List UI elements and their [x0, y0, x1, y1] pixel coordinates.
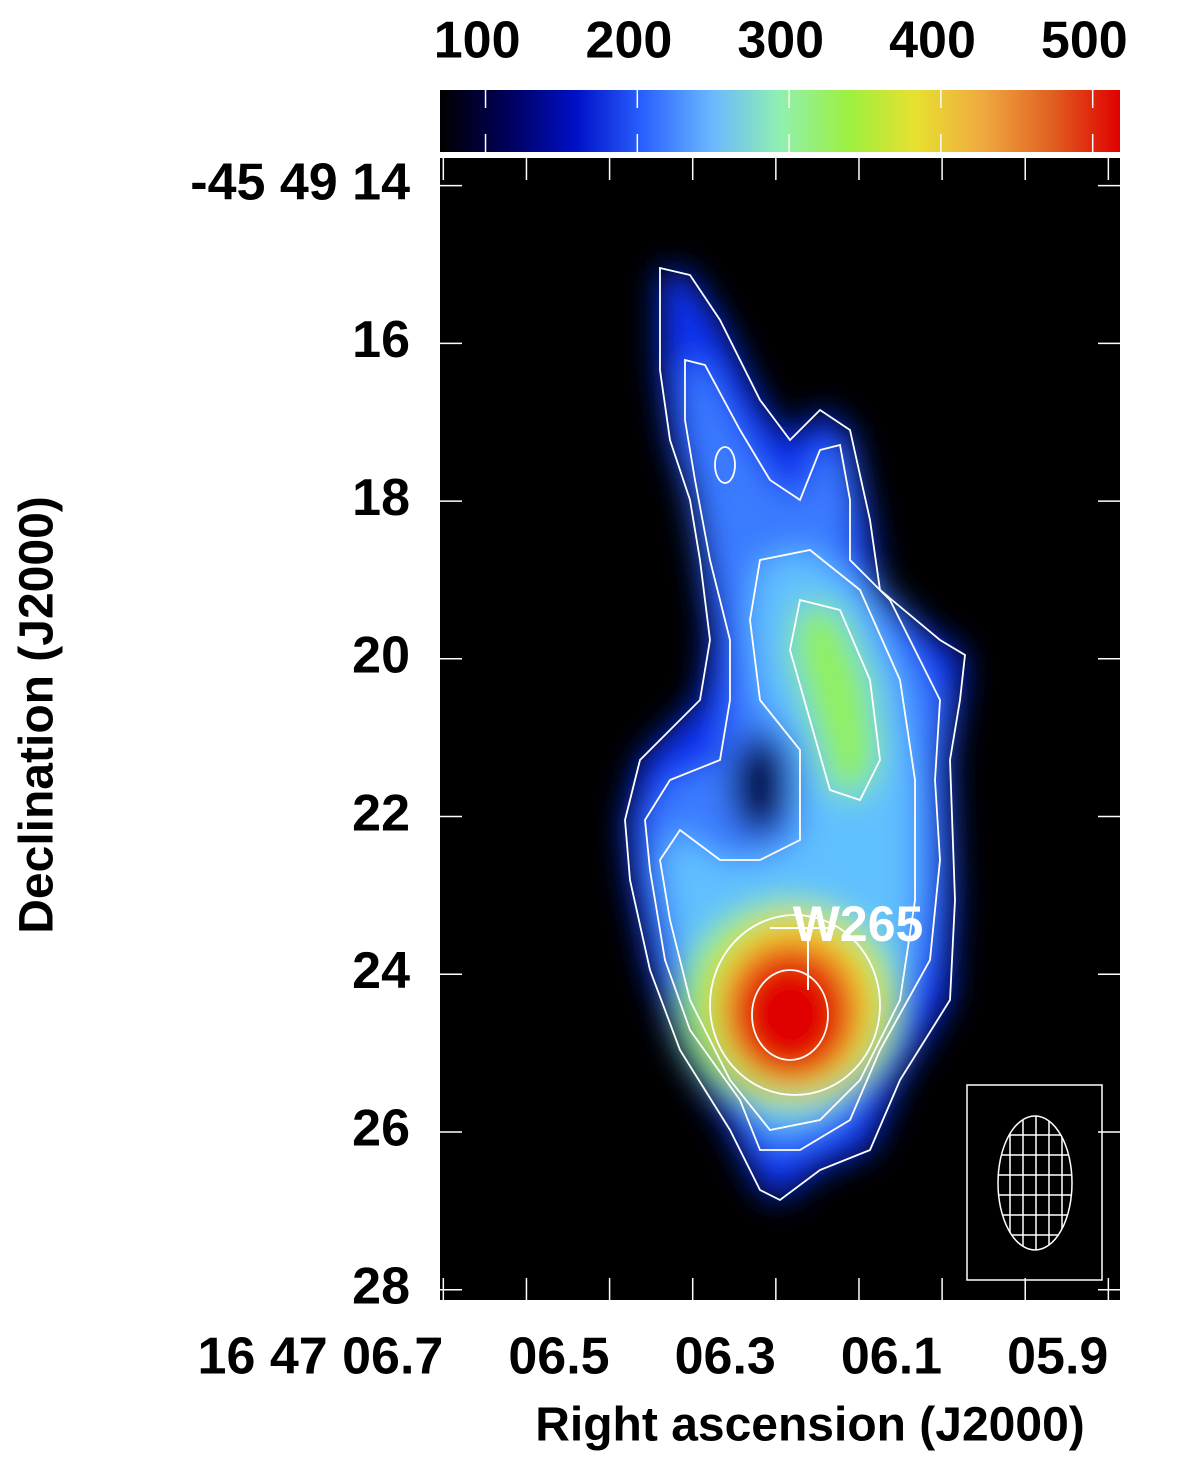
x-tick-label: 16 47 06.7 — [198, 1328, 444, 1386]
colorbar-tick-label: 400 — [889, 12, 976, 70]
y-tick-label: 24 — [352, 942, 410, 1000]
y-tick-label: 28 — [352, 1257, 410, 1315]
source-label: W265 — [793, 896, 924, 952]
x-tick-label: 05.9 — [1007, 1328, 1108, 1386]
y-tick-label: 26 — [352, 1100, 410, 1158]
y-tick-label: 16 — [352, 311, 410, 369]
x-axis-title: Right ascension (J2000) — [535, 1399, 1085, 1452]
beam — [966, 1084, 1103, 1281]
colorbar-tick-label: 200 — [586, 12, 673, 70]
y-tick-label: -45 49 14 — [190, 153, 410, 211]
colorbar-tick-label: 300 — [737, 12, 824, 70]
y-tick-label: 22 — [352, 784, 410, 842]
colorbar — [440, 90, 1120, 152]
x-tick-label: 06.5 — [508, 1328, 609, 1386]
y-tick-label: 18 — [352, 469, 410, 527]
colorbar-tick-label: 100 — [434, 12, 521, 70]
y-axis-title: Declination (J2000) — [11, 496, 64, 933]
emission-map — [624, 266, 966, 1202]
x-tick-label: 06.3 — [675, 1328, 776, 1386]
y-tick-label: 20 — [352, 627, 410, 685]
x-tick-label: 06.1 — [841, 1328, 942, 1386]
colorbar-tick-label: 500 — [1041, 12, 1128, 70]
